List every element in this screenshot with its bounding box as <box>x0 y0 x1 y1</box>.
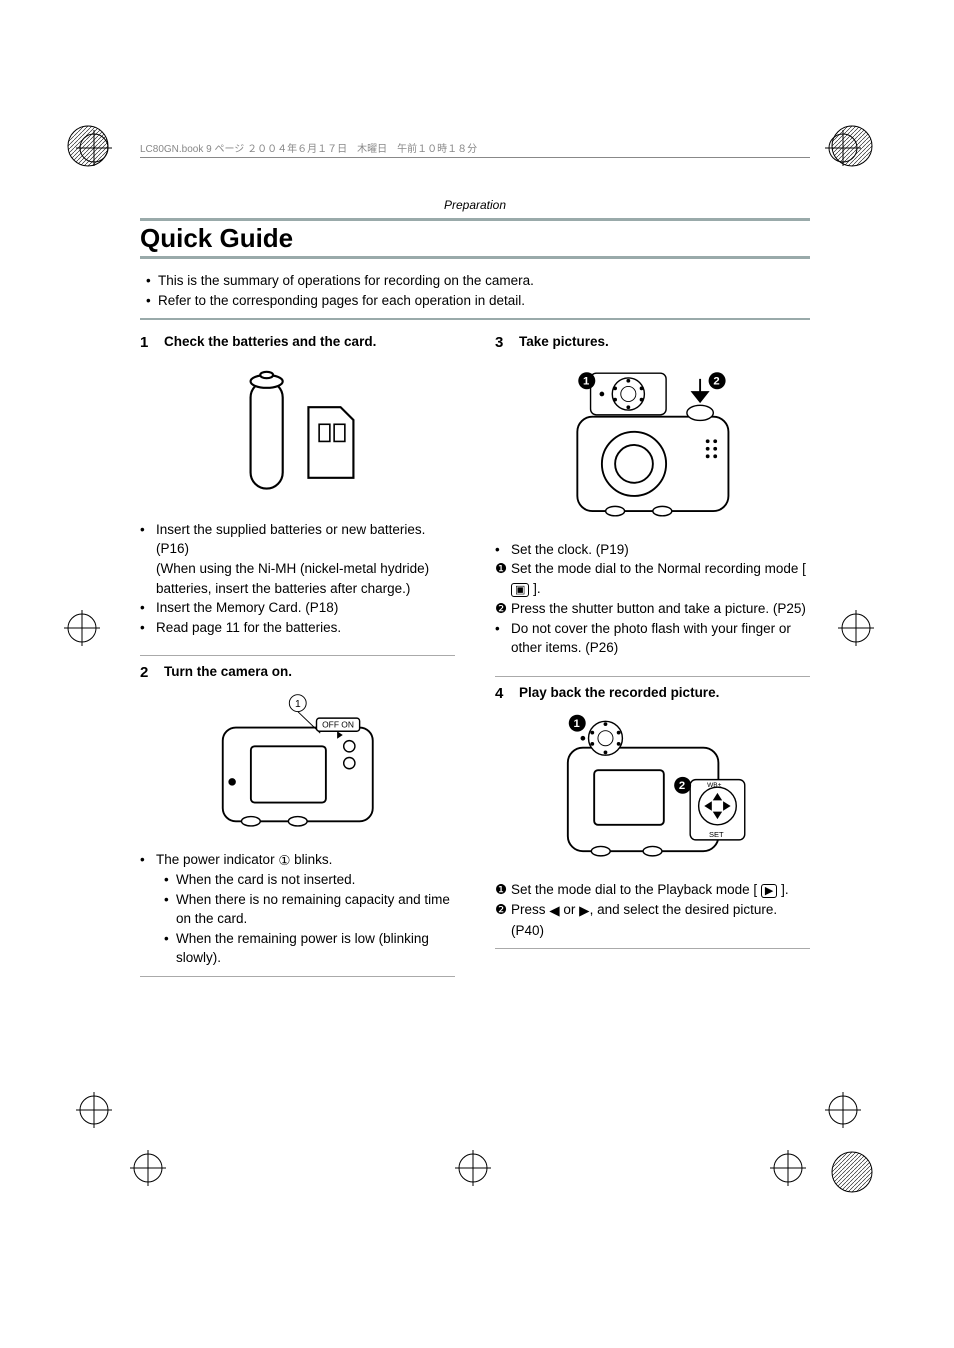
svg-text:1: 1 <box>295 699 301 710</box>
step-4-body: ❶ Set the mode dial to the Playback mode… <box>495 880 810 940</box>
step-heading: Play back the recorded picture. <box>519 683 719 705</box>
content-columns: 1 Check the batteries and the card. <box>140 332 810 995</box>
black-circ-1-icon: ❶ <box>495 880 511 900</box>
svg-text:OFF ON: OFF ON <box>322 720 354 730</box>
sub-2: When there is no remaining capacity and … <box>176 890 455 929</box>
step-rule <box>140 976 455 977</box>
bullet-dot: • <box>146 291 158 311</box>
left-arrow-icon: ◀ <box>549 901 559 921</box>
text: Set the clock. (P19) <box>511 540 629 560</box>
black-circ-2-icon: ❷ <box>495 599 511 619</box>
illustration-camera-shoot: 1 2 <box>495 360 810 530</box>
text-post: blinks. <box>290 852 332 867</box>
crop-mark-bl <box>76 1092 112 1128</box>
page-content: LC80GN.book 9 ページ ２００４年６月１７日 木曜日 午前１０時１８… <box>140 140 810 1160</box>
step-1: 1 Check the batteries and the card. <box>140 332 455 637</box>
text-pre: The power indicator <box>156 852 278 867</box>
illustration-camera-playback: 1 SET WB± 2 <box>495 710 810 870</box>
step-2: 2 Turn the camera on. OFF ON <box>140 655 455 977</box>
corner-hatch-br <box>830 1150 874 1194</box>
left-column: 1 Check the batteries and the card. <box>140 332 455 995</box>
step-number: 3 <box>495 332 509 354</box>
corner-hatch-tl <box>66 124 110 168</box>
text: Do not cover the photo flash with your f… <box>511 619 810 658</box>
corner-hatch-tr <box>830 124 874 168</box>
step-4: 4 Play back the recorded picture. <box>495 676 810 949</box>
right-column: 3 Take pictures. <box>495 332 810 995</box>
playback-mode-icon: ▶ <box>761 884 777 898</box>
step-3-body: •Set the clock. (P19) ❶ Set the mode dia… <box>495 540 810 658</box>
step-heading: Take pictures. <box>519 332 609 354</box>
svg-text:1: 1 <box>573 718 579 730</box>
black-circ-2-icon: ❷ <box>495 900 511 940</box>
sub-1: When the card is not inserted. <box>176 870 355 890</box>
step-heading: Turn the camera on. <box>164 662 292 684</box>
text: Insert the supplied batteries or new bat… <box>156 522 425 557</box>
crop-mark-ml <box>64 610 100 646</box>
crop-mark-mr <box>838 610 874 646</box>
text-cont: (When using the Ni-MH (nickel-metal hydr… <box>156 561 429 596</box>
svg-text:2: 2 <box>713 375 719 387</box>
circled-1-icon: ① <box>278 851 290 871</box>
intro-line-2: Refer to the corresponding pages for eac… <box>158 291 525 311</box>
text: Press the shutter button and take a pict… <box>511 599 806 619</box>
svg-text:WB±: WB± <box>707 783 722 790</box>
text-mid: or <box>560 902 580 917</box>
black-circ-1-icon: ❶ <box>495 559 511 599</box>
step-3: 3 Take pictures. <box>495 332 810 658</box>
crop-mark-br <box>825 1092 861 1128</box>
step-number: 1 <box>140 332 154 354</box>
text-pre: Set the mode dial to the Playback mode [ <box>511 882 761 897</box>
text-post: ]. <box>777 882 788 897</box>
step-2-body: • The power indicator ① blinks. •When th… <box>140 850 455 968</box>
step-1-body: •Insert the supplied batteries or new ba… <box>140 520 455 637</box>
step-heading: Check the batteries and the card. <box>164 332 376 354</box>
bullet-dot: • <box>146 271 158 291</box>
section-label: Preparation <box>140 198 810 212</box>
illustration-battery-card <box>140 360 455 510</box>
svg-text:SET: SET <box>709 830 724 839</box>
title-bar: Quick Guide <box>140 218 810 259</box>
text: Read page 11 for the batteries. <box>156 618 341 638</box>
illustration-camera-power: OFF ON 1 <box>140 690 455 840</box>
text: Insert the Memory Card. (P18) <box>156 598 338 618</box>
svg-text:1: 1 <box>583 375 589 387</box>
camera-mode-icon: ▣ <box>511 583 529 597</box>
text-post: ]. <box>529 581 540 596</box>
running-head: LC80GN.book 9 ページ ２００４年６月１７日 木曜日 午前１０時１８… <box>140 140 810 158</box>
divider <box>140 318 810 320</box>
right-arrow-icon: ▶ <box>579 901 589 921</box>
step-rule <box>495 948 810 949</box>
step-number: 2 <box>140 662 154 684</box>
text-pre: Set the mode dial to the Normal recordin… <box>511 561 806 576</box>
intro: •This is the summary of operations for r… <box>140 271 810 310</box>
text-pre: Press <box>511 902 549 917</box>
page-title: Quick Guide <box>140 223 810 254</box>
intro-line-1: This is the summary of operations for re… <box>158 271 534 291</box>
svg-text:2: 2 <box>679 780 685 792</box>
sub-3: When the remaining power is low (blinkin… <box>176 929 455 968</box>
step-number: 4 <box>495 683 509 705</box>
